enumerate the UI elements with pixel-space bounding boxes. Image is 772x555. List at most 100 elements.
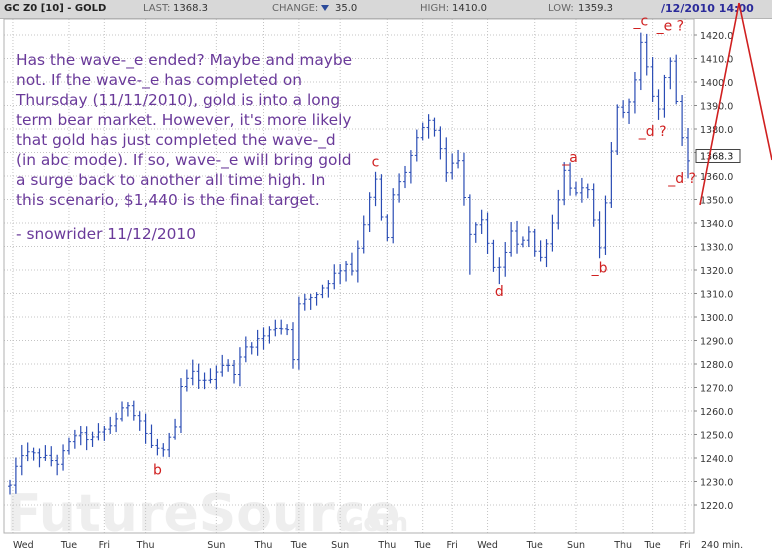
- x-tick-label: Sun: [207, 540, 225, 551]
- price-bar: [538, 240, 543, 262]
- price-bar: [367, 192, 372, 233]
- x-tick-label: Tue: [290, 540, 307, 551]
- last-value: 1368.3: [173, 3, 208, 14]
- wave-label: _b: [591, 260, 608, 276]
- price-bar: [491, 239, 496, 272]
- price-bar: [686, 127, 690, 179]
- price-bar: [562, 162, 567, 206]
- price-bar: [556, 189, 561, 230]
- y-tick-label: 1270.0: [700, 384, 733, 395]
- price-bar: [72, 429, 77, 449]
- price-bar: [680, 95, 685, 147]
- wave-label: _e ?: [656, 18, 685, 34]
- price-bar: [279, 319, 284, 335]
- price-bar: [332, 264, 337, 290]
- price-bar: [385, 214, 390, 242]
- trendline-down: [738, 2, 772, 161]
- price-bar: [344, 261, 349, 282]
- watermark-brand: FutureSource: [6, 484, 401, 544]
- y-tick-label: 1360.0: [700, 172, 733, 183]
- x-tick-label: Thu: [613, 540, 632, 551]
- price-bar: [520, 236, 525, 248]
- price-bar: [61, 444, 66, 471]
- y-tick-label: 1300.0: [700, 313, 733, 324]
- price-bar: [573, 181, 578, 196]
- datetime-stamp: /12/2010 14:00: [661, 2, 754, 15]
- price-bar: [408, 150, 413, 184]
- y-tick-label: 1410.0: [700, 55, 733, 66]
- price-bar: [338, 264, 343, 285]
- price-bar: [391, 188, 396, 244]
- wave-label: _a: [561, 150, 578, 166]
- price-bar: [108, 416, 113, 434]
- y-tick-label: 1320.0: [700, 266, 733, 277]
- x-tick-label: Wed: [477, 540, 498, 551]
- y-tick-label: 1280.0: [700, 360, 733, 371]
- x-tick-label: Thu: [377, 540, 396, 551]
- last-label: LAST:: [143, 3, 171, 14]
- price-bar: [544, 239, 549, 268]
- price-bar: [137, 411, 142, 431]
- price-bar: [621, 100, 626, 118]
- x-tick-label: Fri: [447, 540, 458, 551]
- price-bar: [668, 57, 673, 90]
- price-bar: [19, 444, 24, 476]
- price-bar: [31, 447, 36, 461]
- price-bar: [249, 342, 254, 355]
- price-bar: [184, 369, 189, 392]
- price-bar: [444, 137, 449, 182]
- x-interval-label: 240 min.: [701, 540, 743, 551]
- price-bar: [220, 354, 225, 377]
- price-bar: [609, 141, 614, 208]
- quote-header: GC Z0 [10] - GOLD LAST: 1368.3 CHANGE: 3…: [0, 0, 772, 19]
- price-bar: [161, 443, 166, 457]
- price-bar: [120, 401, 125, 422]
- plot-frame: [3, 18, 695, 534]
- price-bar: [55, 454, 60, 476]
- price-bar: [632, 71, 637, 114]
- price-bars: [8, 32, 690, 495]
- price-bar: [355, 240, 360, 283]
- y-tick-label: 1260.0: [700, 407, 733, 418]
- y-tick-label: 1420.0: [700, 31, 733, 42]
- low-label: LOW:: [548, 3, 574, 14]
- price-bar: [603, 195, 608, 255]
- commentary-box: Has the wave-_e ended? Maybe and maybe n…: [16, 50, 354, 244]
- price-bar: [627, 98, 632, 124]
- price-bar: [361, 215, 366, 254]
- price-bar: [515, 220, 520, 254]
- wave-label: d: [495, 284, 504, 300]
- price-bar: [243, 336, 248, 363]
- price-bar: [131, 400, 136, 421]
- change-down-icon: [321, 3, 332, 14]
- high-label: HIGH:: [420, 3, 450, 14]
- price-bar: [84, 426, 89, 451]
- price-bar: [615, 104, 620, 155]
- price-bar: [349, 252, 354, 276]
- price-bar: [96, 423, 101, 441]
- price-bar: [426, 114, 431, 139]
- wave-label: b: [153, 462, 162, 478]
- wave-label: _d ?: [667, 171, 696, 187]
- price-bar: [397, 173, 402, 203]
- price-bar: [13, 457, 18, 494]
- wave-annotations: b c d _a _b _c _e ? _d ? _d ?: [153, 14, 696, 479]
- wave-label: c: [372, 155, 380, 171]
- price-bar: [255, 329, 260, 356]
- x-tick-label: Tue: [644, 540, 661, 551]
- x-tick-label: Fri: [679, 540, 690, 551]
- x-tick-label: Thu: [254, 540, 273, 551]
- price-bar: [420, 122, 425, 141]
- price-bar: [379, 174, 384, 221]
- price-bar: [509, 222, 514, 257]
- price-bar: [102, 425, 107, 441]
- price-bar: [114, 412, 119, 433]
- last-price-tag: 1368.3: [695, 148, 741, 163]
- price-bar: [149, 424, 154, 448]
- x-tick-label: Sun: [567, 540, 585, 551]
- price-bar: [662, 74, 667, 118]
- y-tick-label: 1390.0: [700, 102, 733, 113]
- price-bar: [467, 194, 472, 275]
- price-bar: [650, 57, 655, 103]
